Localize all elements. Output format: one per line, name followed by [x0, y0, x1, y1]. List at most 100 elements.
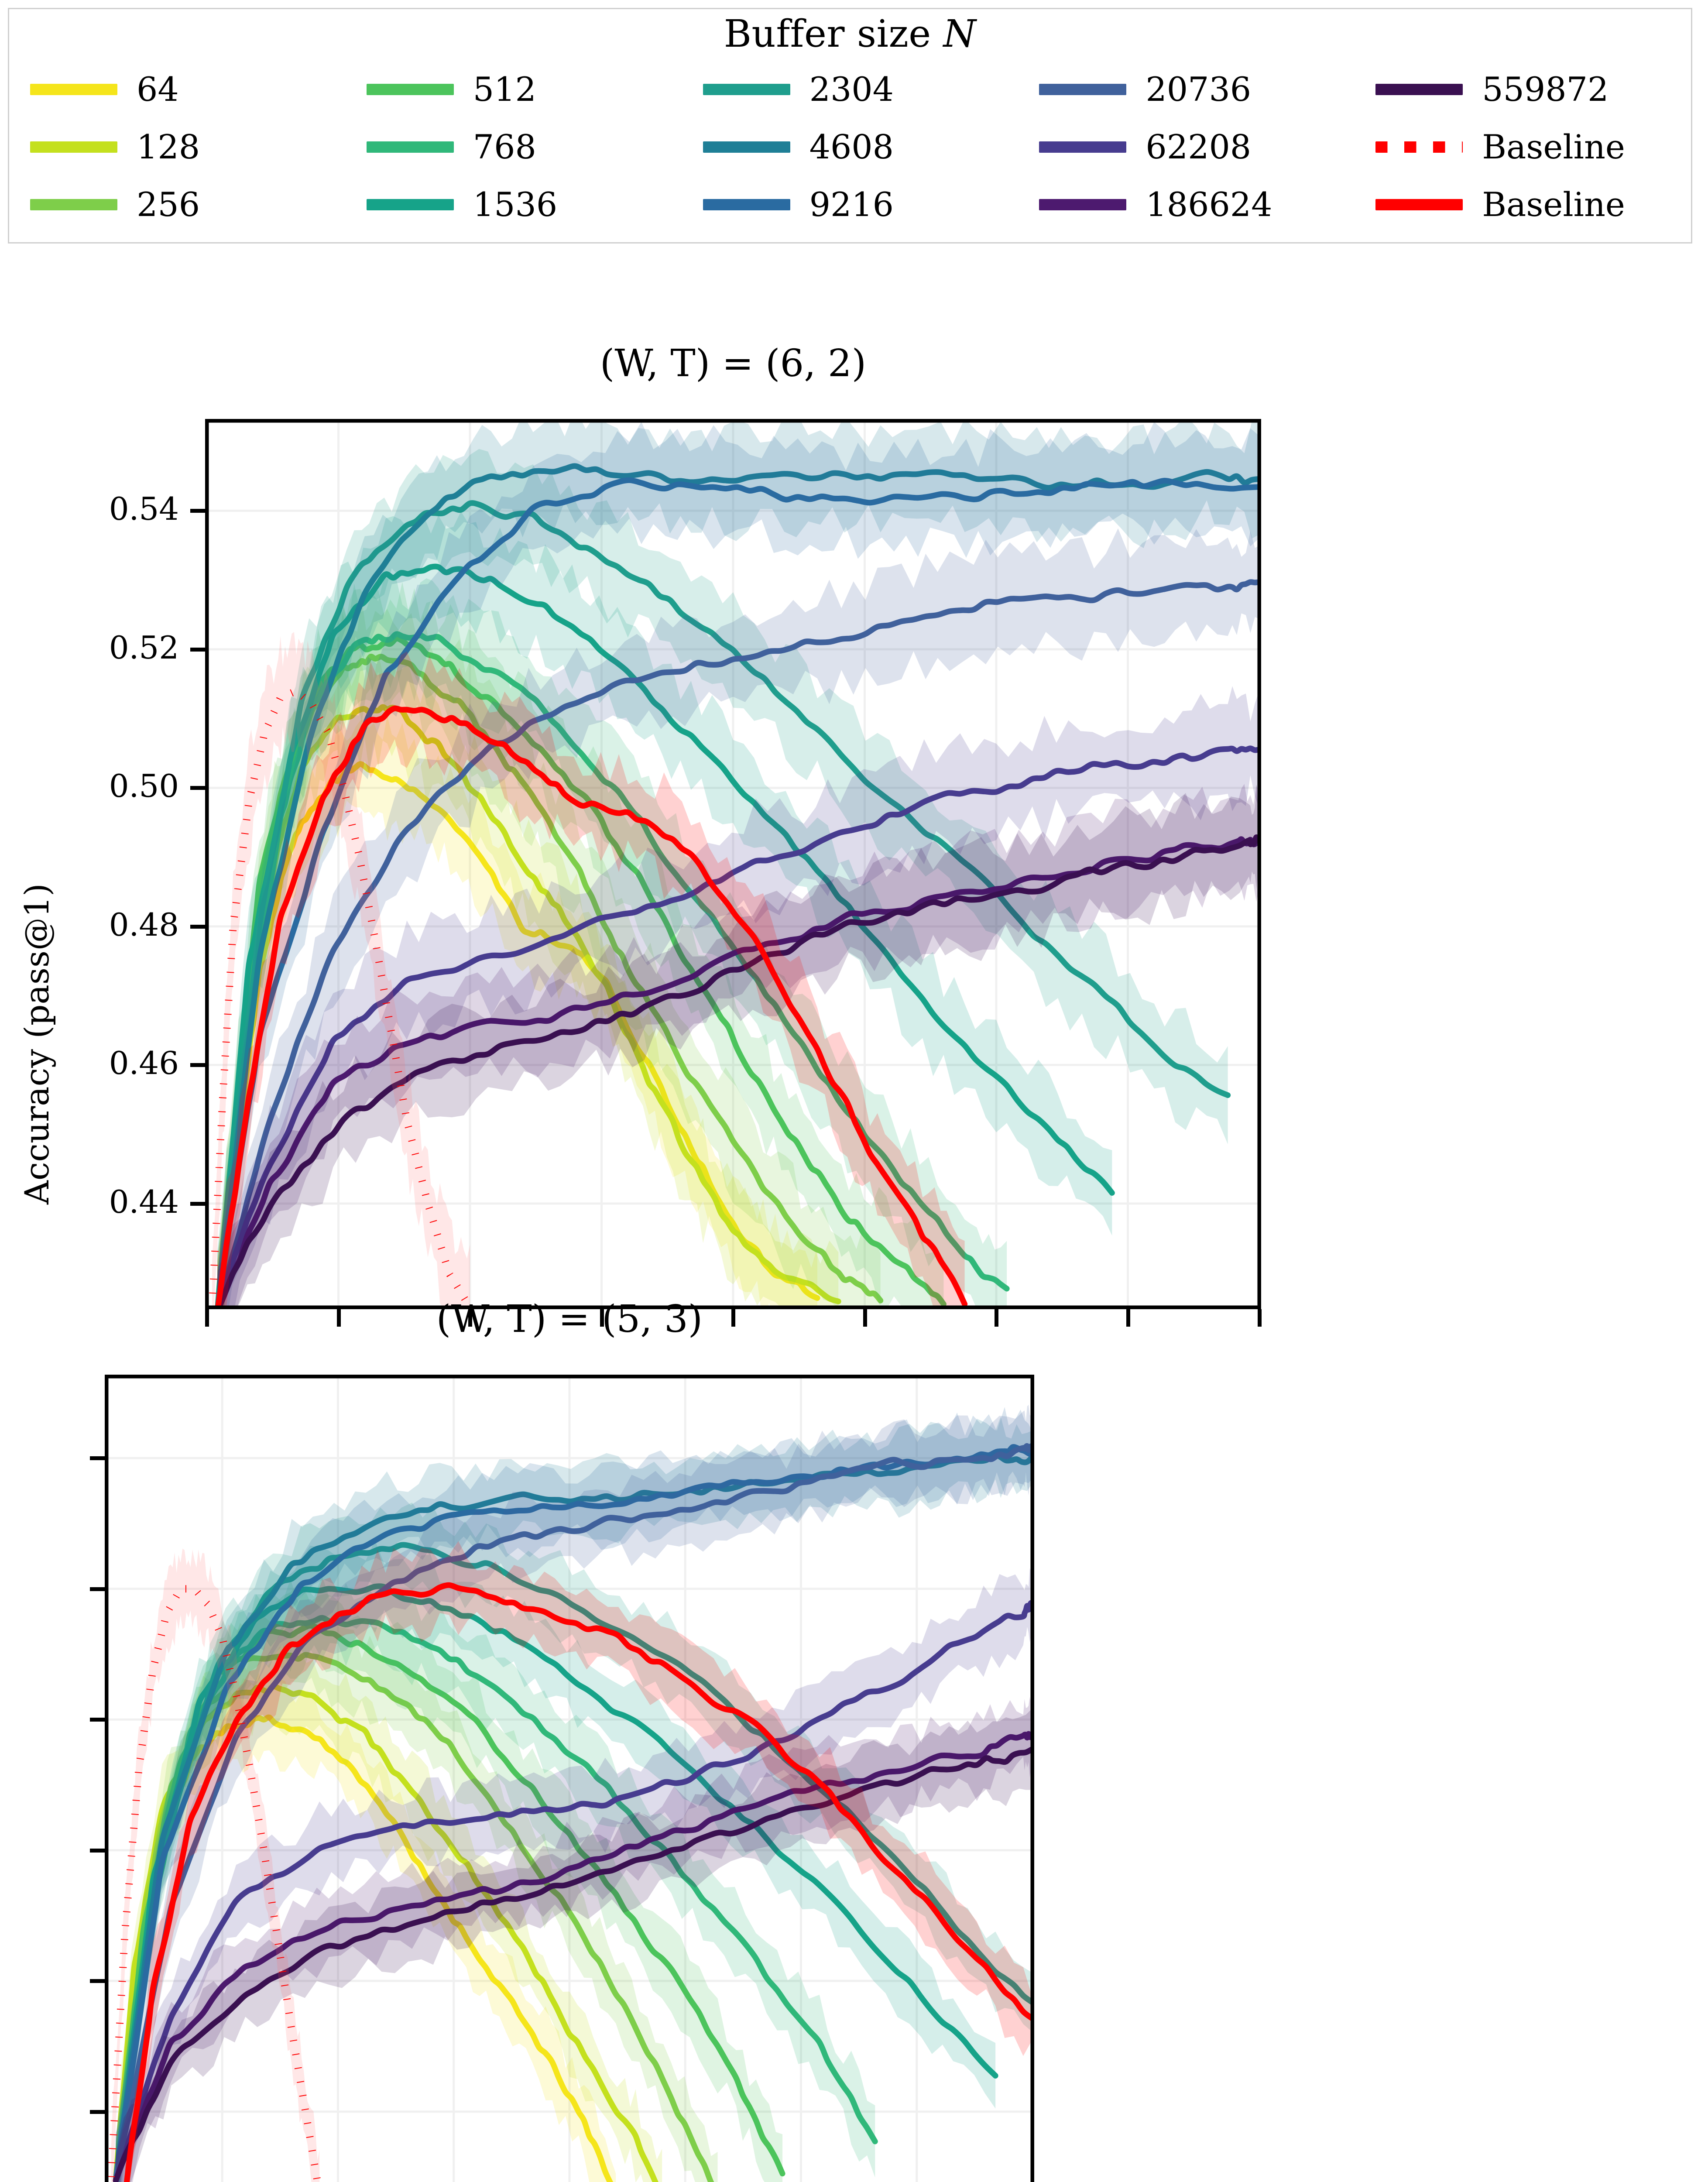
y-tick-label: 0.50: [109, 768, 179, 805]
legend-label: 20736: [1146, 70, 1252, 109]
legend-item-9216[interactable]: 9216: [682, 176, 1019, 233]
axis-spines: [105, 1375, 1034, 2182]
series-line-186624: [216, 836, 1259, 1307]
series-line-64: [215, 761, 820, 1307]
series-line-1536: [215, 563, 1115, 1307]
legend-entries: 64 512 2304 20736 559872 128 768 4608 62208 Basel…: [9, 61, 1691, 233]
series-line-Baseline-solid: [123, 1582, 1032, 2182]
confidence-band: [212, 632, 470, 1307]
legend-item-4608[interactable]: 4608: [682, 118, 1019, 176]
y-tick-mark: [190, 1201, 206, 1206]
legend-item-768[interactable]: 768: [346, 118, 682, 176]
legend-swatch-icon: [1039, 84, 1127, 95]
legend-item-2304[interactable]: 2304: [682, 61, 1019, 118]
x-tick-mark: [731, 1309, 735, 1327]
legend-item-256[interactable]: 256: [9, 176, 346, 233]
legend-item-62208[interactable]: 62208: [1018, 118, 1355, 176]
x-tick-mark: [995, 1309, 998, 1327]
confidence-band: [217, 686, 1259, 1307]
legend-swatch-icon: [1375, 199, 1463, 210]
series-line-2304: [215, 500, 1231, 1307]
series-line-559872: [113, 1746, 1032, 2182]
y-tick-label: 0.44: [109, 1183, 179, 1220]
legend-label: 256: [137, 185, 200, 224]
legend-label: 1536: [473, 185, 558, 224]
confidence-band: [116, 1708, 1032, 2182]
confidence-band: [116, 1403, 1032, 2182]
confidence-band: [116, 1503, 1032, 2182]
confidence-band: [217, 785, 1259, 1307]
series-line-9216: [215, 477, 1259, 1307]
y-tick-mark: [190, 647, 206, 652]
y-tick-mark: [90, 1456, 106, 1461]
y-tick-mark: [190, 509, 206, 513]
plot-area-2: [105, 1375, 1034, 2182]
x-tick-mark: [336, 1309, 341, 1327]
legend-title-variable: N: [943, 12, 977, 56]
series-line-1536: [113, 1583, 998, 2182]
confidence-band: [116, 1673, 616, 2182]
confidence-band: [116, 1407, 1032, 2182]
legend-item-baseline[interactable]: Baseline: [1355, 176, 1691, 233]
legend-swatch-icon: [30, 84, 117, 95]
series-line-20736: [215, 579, 1259, 1307]
legend-item-128[interactable]: 128: [9, 118, 346, 176]
x-tick-mark: [1258, 1309, 1262, 1327]
legend-label: 62208: [1146, 127, 1252, 166]
series-group: [208, 421, 1259, 1307]
legend-swatch-icon: [1039, 199, 1127, 210]
legend-label: 2304: [809, 70, 894, 109]
panel-title-2-text: (W, T) = (5, 3): [436, 1297, 703, 1341]
y-tick-label: 0.54: [109, 491, 179, 528]
y-tick-mark: [190, 1063, 206, 1067]
legend-label: 512: [473, 70, 536, 109]
x-tick-mark: [863, 1309, 867, 1327]
axis-spines: [205, 419, 1261, 1309]
plot-area-1: [205, 419, 1261, 1309]
gridlines: [207, 421, 1259, 1307]
legend-swatch-icon: [1375, 141, 1463, 153]
legend-label: Baseline: [1482, 185, 1625, 224]
legend-title-text: Buffer size: [724, 12, 943, 56]
panel-w6-t2: (W, T) = (6, 2) Accuracy (pass@1) 0.54 0.…: [0, 345, 1309, 1309]
legend-box: Buffer size N 64 512 2304 20736 559872 128 768…: [8, 8, 1692, 244]
confidence-band: [116, 1616, 718, 2182]
legend-swatch-icon: [366, 199, 454, 210]
legend-label: 9216: [809, 185, 894, 224]
series-line-186624: [113, 1731, 1032, 2182]
confidence-band: [116, 1540, 996, 2182]
panel-title-2: (W, T) = (5, 3): [105, 1300, 1034, 1338]
panel-title-1-text: (W, T) = (6, 2): [600, 342, 867, 385]
series-line-512: [113, 1623, 785, 2182]
confidence-band: [217, 449, 1228, 1307]
y-tick-mark: [90, 1718, 106, 1722]
legend-swatch-icon: [30, 199, 117, 210]
legend-swatch-icon: [30, 141, 117, 153]
confidence-band: [217, 582, 944, 1307]
confidence-band: [217, 784, 1259, 1307]
y-tick-mark: [90, 1848, 106, 1853]
legend-item-1536[interactable]: 1536: [346, 176, 682, 233]
legend-label: 186624: [1146, 185, 1272, 224]
legend-item-186624[interactable]: 186624: [1018, 176, 1355, 233]
legend-swatch-icon: [1375, 84, 1463, 95]
legend-swatch-icon: [1039, 141, 1127, 153]
confidence-band: [217, 422, 1259, 1307]
y-tick-mark: [90, 2110, 106, 2114]
legend-item-512[interactable]: 512: [346, 61, 682, 118]
y-tick-mark: [190, 786, 206, 790]
legend-item-baseline[interactable]: Baseline: [1355, 118, 1691, 176]
legend-title: Buffer size N: [9, 9, 1691, 53]
series-line-20736: [113, 1443, 1032, 2182]
legend-label: 128: [137, 127, 200, 166]
series-line-Baseline-solid: [215, 705, 968, 1307]
legend-item-559872[interactable]: 559872: [1355, 61, 1691, 118]
confidence-band: [116, 1646, 662, 2182]
legend-item-20736[interactable]: 20736: [1018, 61, 1355, 118]
series-line-62208: [215, 745, 1259, 1307]
y-tick-mark: [190, 924, 206, 929]
legend-item-64[interactable]: 64: [9, 61, 346, 118]
confidence-band: [217, 715, 817, 1307]
panel-title-1: (W, T) = (6, 2): [205, 345, 1261, 382]
y-tick-label: 0.48: [109, 906, 179, 943]
